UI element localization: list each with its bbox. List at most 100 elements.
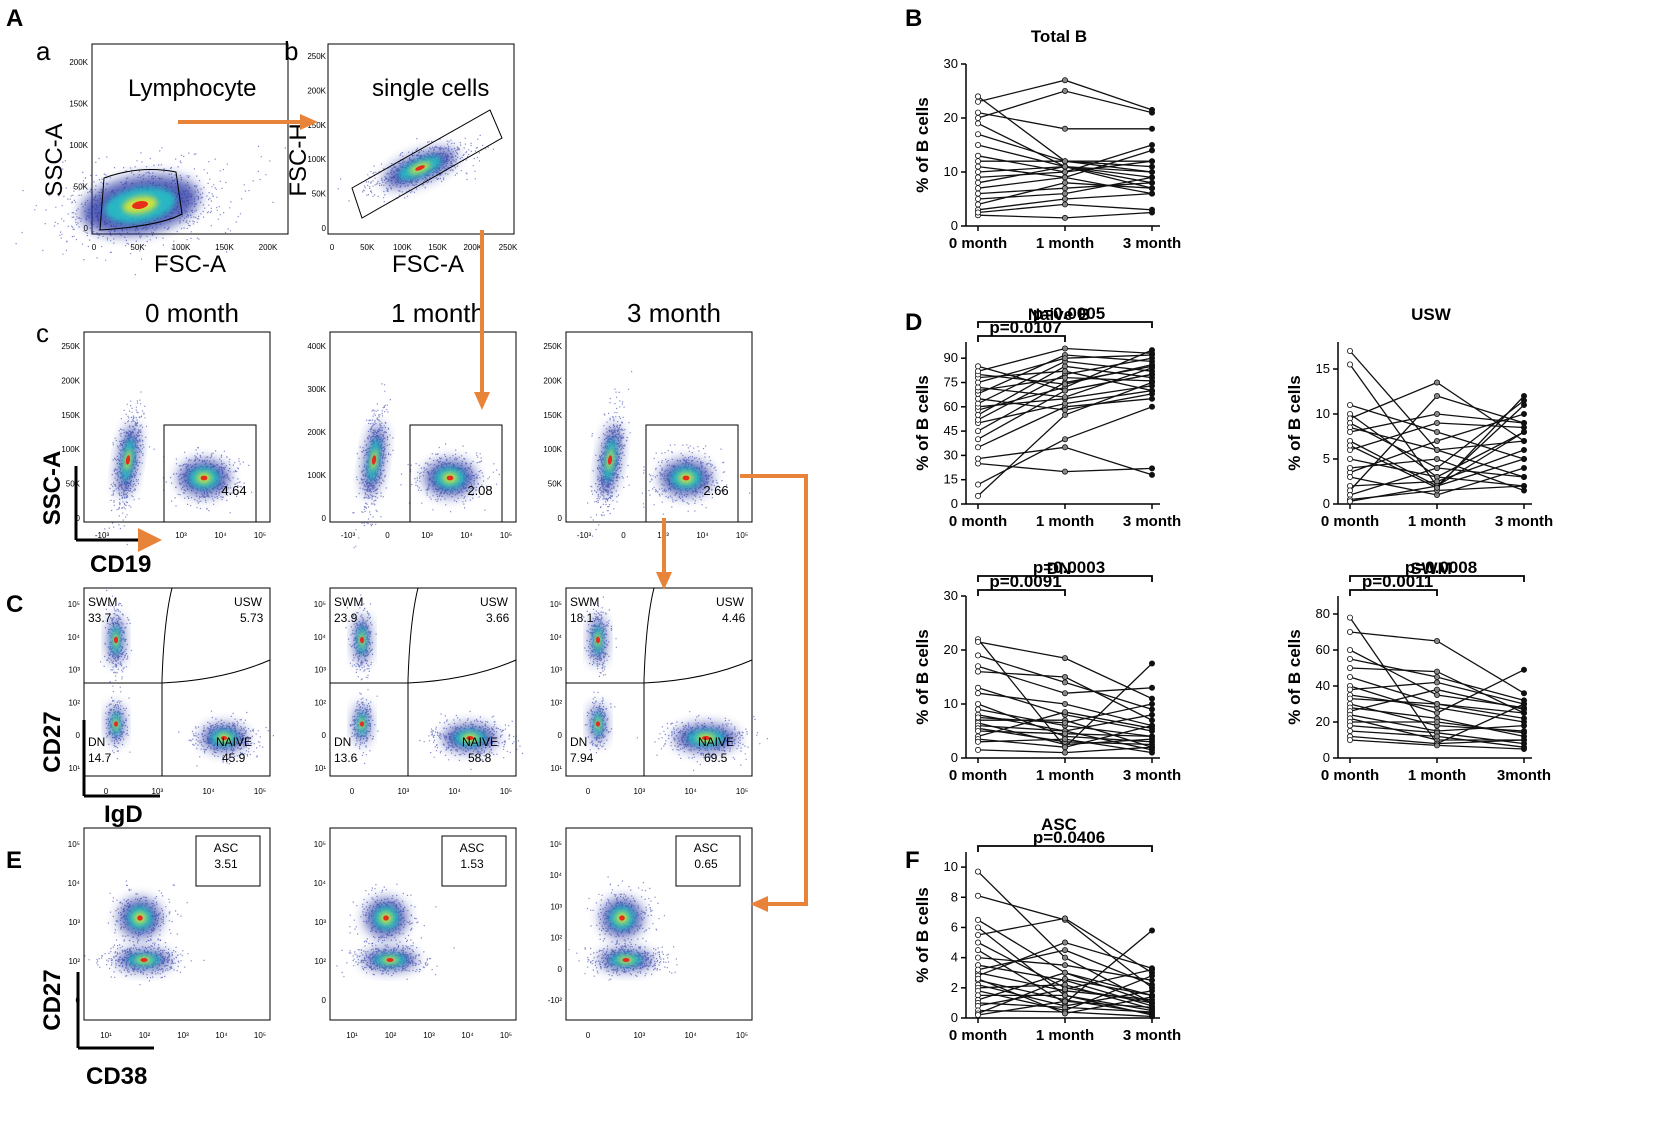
density-peak [383, 915, 389, 921]
density-peak [114, 636, 118, 644]
data-point [1434, 674, 1441, 681]
cd19-negative-cloud [587, 371, 633, 537]
data-point [1347, 665, 1354, 672]
data-point [1149, 660, 1156, 667]
y-tick-label: 200K [543, 376, 562, 385]
x-tick-label: 10⁵ [500, 787, 512, 796]
chart-asc: 0 2 4 6 8 10 0 month 1 month 3 month ASC % of B ce… [913, 815, 1181, 1044]
data-point [1149, 163, 1156, 170]
y-tick-label: 10² [68, 957, 80, 966]
data-point [975, 379, 982, 386]
y-tick-label: 30 [944, 588, 958, 603]
y-tick-label: 45 [944, 423, 958, 438]
panel-label-c: C [6, 591, 23, 618]
asc-gate-value: 0.65 [694, 857, 718, 871]
data-point [1521, 487, 1528, 494]
data-point [1434, 710, 1441, 717]
timepoint-title: 3 month [627, 298, 721, 328]
p-value-label: p=0.0005 [1033, 304, 1105, 323]
plot-frame [83, 827, 271, 1021]
y-tick-label: 0 [1323, 496, 1330, 511]
single-cells-ylabel: FSC-H [285, 123, 312, 196]
x-tick-label: 10¹ [346, 1031, 358, 1040]
x-tick-label: 0 [385, 531, 390, 540]
data-point [975, 368, 982, 375]
data-point [975, 179, 982, 186]
x-tick-label: 0 month [949, 513, 1007, 530]
data-point [1434, 392, 1441, 399]
data-point [975, 400, 982, 407]
y-tick-label: 10 [1316, 406, 1330, 421]
y-tick-label: 60 [1316, 642, 1330, 657]
x-tick-label: 3month [1497, 767, 1551, 784]
y-tick-label: 10³ [550, 902, 562, 911]
data-point [1062, 998, 1069, 1005]
x-tick-label: 10⁵ [500, 1031, 512, 1040]
p-value-label: p=0.0003 [1033, 558, 1105, 577]
quadrant-vertical-line [161, 587, 173, 776]
data-point [975, 201, 982, 208]
y-tick-label: 50K [74, 183, 89, 192]
y-tick-label: 80 [1316, 606, 1330, 621]
data-point [1149, 744, 1156, 751]
data-point [975, 706, 982, 713]
quad-name-swm: SWM [570, 595, 599, 609]
subpanel-label-a: a [36, 36, 51, 66]
y-tick-label: 10 [944, 859, 958, 874]
x-tick-label: 0 month [949, 1027, 1007, 1044]
quad-value-swm: 18.1 [570, 611, 594, 625]
chart-ylabel: % of B cells [913, 375, 932, 470]
x-tick-label: 10³ [175, 531, 187, 540]
y-tick-label: 200K [69, 58, 88, 67]
data-point [1521, 437, 1528, 444]
data-point [1062, 190, 1069, 197]
data-point [1149, 125, 1156, 132]
chart-total_b: 0 10 20 30 0 month 1 month 3 month Total B % of … [913, 27, 1181, 252]
x-tick-label: 10³ [177, 1031, 189, 1040]
data-point [975, 975, 982, 982]
cd19-ylabel: SSC-A [39, 451, 66, 526]
data-point [975, 966, 982, 973]
panel-label-b: B [905, 5, 922, 32]
significance-bracket [977, 575, 1153, 582]
data-point [1434, 464, 1441, 471]
y-tick-label: 150K [61, 411, 80, 420]
x-tick-label: 0 [330, 243, 335, 252]
density-peak [200, 475, 208, 481]
quad-name-naive: NAIVE [698, 735, 734, 749]
density-peak [596, 721, 600, 727]
x-tick-label: 0 month [949, 767, 1007, 784]
data-point [1347, 498, 1354, 505]
data-point [1149, 382, 1156, 389]
dn-cloud [584, 691, 616, 754]
x-tick-label: 10⁵ [254, 531, 266, 540]
quad-name-swm: SWM [88, 595, 117, 609]
data-point [975, 714, 982, 721]
data-point [1062, 387, 1069, 394]
x-tick-label: 10³ [152, 787, 164, 796]
significance-bracket [1349, 575, 1525, 582]
quad-value-usw: 4.46 [722, 611, 746, 625]
data-point [1521, 455, 1528, 462]
y-tick-label: 100K [543, 445, 562, 454]
data-point [1521, 737, 1528, 744]
x-tick-label: 3 month [1123, 1027, 1181, 1044]
x-tick-label: 0 [586, 1031, 591, 1040]
data-point [975, 115, 982, 122]
x-tick-label: 10⁴ [696, 531, 709, 540]
y-tick-label: 10⁵ [68, 600, 80, 609]
data-point [1149, 684, 1156, 691]
cd19-xlabel: CD19 [90, 551, 151, 578]
data-point [1062, 185, 1069, 192]
timepoint-title: 1 month [391, 298, 485, 328]
chart-usw: 0 5 10 15 0 month 1 month 3 month USW % of B cel… [1285, 305, 1553, 530]
chart-ylabel: % of B cells [913, 887, 932, 982]
x-tick-label: 10⁵ [736, 787, 748, 796]
x-tick-label: 10⁵ [736, 531, 748, 540]
lymphocyte-title: Lymphocyte [128, 75, 257, 102]
data-point [1149, 179, 1156, 186]
data-point [1434, 428, 1441, 435]
